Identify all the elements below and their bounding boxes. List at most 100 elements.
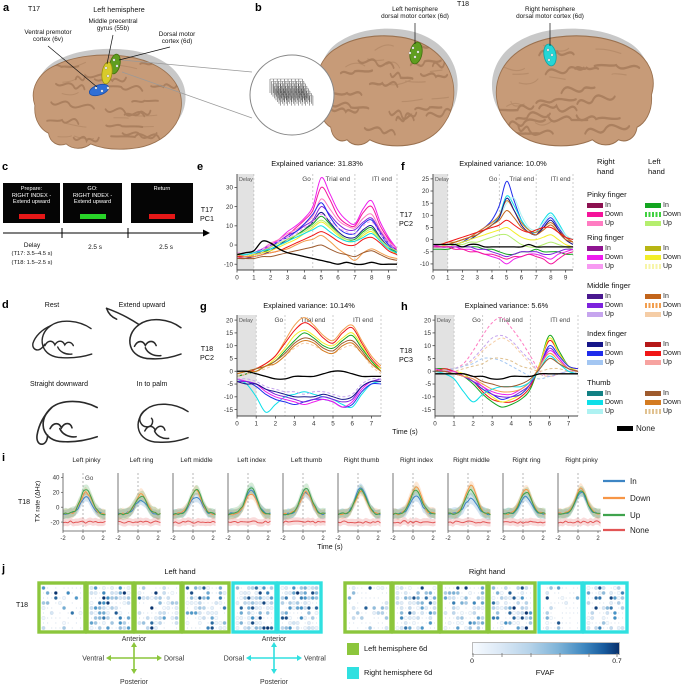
x-tick: 0 xyxy=(301,536,305,542)
gesture-label-rest: Rest xyxy=(44,302,60,309)
electrode-array-dot xyxy=(408,51,412,55)
y-tick: 20 xyxy=(424,317,432,324)
electrode-array-dot xyxy=(100,89,104,93)
left-hemisphere-legend-label: Left hemisphere 6d xyxy=(364,644,428,653)
legend-entry-label: Down xyxy=(663,350,681,357)
trial-end-label: Trial end xyxy=(498,317,523,324)
y-tick: 0 xyxy=(427,368,431,375)
task-screen-text: Return xyxy=(153,186,171,192)
swatch-rt_down xyxy=(587,400,603,405)
legend-entry-label: Down xyxy=(663,211,681,218)
y-tick: 0 xyxy=(56,504,60,511)
panel-i-subject: T18 xyxy=(18,499,31,506)
y-tick: -15 xyxy=(422,407,432,414)
iti-end-label: ITI end xyxy=(353,317,373,324)
x-tick: 7 xyxy=(370,421,374,428)
go-label: Go xyxy=(472,317,481,324)
legend-entry-label: Down xyxy=(605,254,623,261)
tx-rate-axis-label: TX rate (ΔHz) xyxy=(34,480,42,523)
x-tick: 9 xyxy=(564,275,568,282)
tuning-curves xyxy=(558,483,601,527)
tuning-curves xyxy=(393,481,436,527)
y-tick: 15 xyxy=(226,330,234,337)
electrode-array-dot xyxy=(106,86,110,90)
tuning-curves xyxy=(283,483,326,527)
utah-array-icon xyxy=(269,78,314,106)
trial-end-label: Trial end xyxy=(326,176,351,183)
legend-entry-label: Up xyxy=(605,263,614,270)
electrode-array-dot xyxy=(115,64,119,68)
hand-sketch-rest xyxy=(32,320,93,359)
swatch-lt_up xyxy=(645,409,661,414)
legend-entry-label: In xyxy=(605,293,611,300)
finger-group-header: Middle finger xyxy=(587,281,631,290)
swatch-lm_up xyxy=(645,312,661,317)
chart-t17-pc1: Delay Go Trial end ITI end 0 1 2 3 4 5 6 7 8 9 30 20 10 0… xyxy=(224,159,398,282)
x-tick: 6 xyxy=(520,275,524,282)
axis-unit-t17-pc2: T17 PC2 xyxy=(399,210,413,228)
electrode-array-dot xyxy=(411,46,415,50)
x-tick: 2 xyxy=(461,275,465,282)
legend-entry-label: Up xyxy=(663,359,672,366)
trial-end-label: Trial end xyxy=(301,317,326,324)
cortical-patch xyxy=(101,61,113,85)
x-tick: 0 xyxy=(191,536,195,542)
task-screen-text: RIGHT INDEX - xyxy=(11,192,52,199)
x-tick: 6 xyxy=(336,275,340,282)
y-tick: 20 xyxy=(422,188,430,195)
electrode-array-dot xyxy=(106,74,110,78)
y-tick: 20 xyxy=(226,317,234,324)
x-tick: 7 xyxy=(567,421,571,428)
x-tick: 1 xyxy=(446,275,450,282)
x-tick: 8 xyxy=(370,275,374,282)
legend-entry-label: Up xyxy=(663,220,672,227)
x-tick: 2 xyxy=(274,421,278,428)
pca-trace xyxy=(433,219,573,246)
legend-label: Down xyxy=(630,494,650,503)
tuning-curves xyxy=(173,485,216,527)
x-tick: 0 xyxy=(246,536,250,542)
panel-j-subject: T18 xyxy=(16,602,29,609)
task-screen-1: Prepare: RIGHT INDEX - Extend upward xyxy=(3,183,60,223)
y-tick: 0 xyxy=(229,368,233,375)
pca-trace xyxy=(237,378,381,398)
x-tick: 5 xyxy=(505,275,509,282)
panel-letter-a: a xyxy=(3,2,10,14)
panel-a-title: Left hemisphere xyxy=(93,5,145,14)
left-hand-column-header: hand xyxy=(648,167,665,176)
electrode-grid xyxy=(133,581,183,634)
x-tick: 1 xyxy=(254,421,258,428)
compass-down-label: Posterior xyxy=(260,679,289,685)
tuning-curves xyxy=(118,488,161,527)
electrode-grid xyxy=(37,581,87,634)
left-hemisphere-swatch xyxy=(347,643,359,655)
pca-trace xyxy=(435,337,578,403)
legend-label: Up xyxy=(630,511,641,520)
subplot-title: Right thumb xyxy=(344,457,380,464)
y-tick: 20 xyxy=(53,490,60,497)
legend-entry-label: Up xyxy=(663,311,672,318)
swatch-rr_up xyxy=(587,264,603,269)
x-tick: 0 xyxy=(411,536,415,542)
trace-group xyxy=(433,180,573,265)
pca-trace xyxy=(237,378,381,408)
legend-entry-label: Up xyxy=(663,263,672,270)
swatch-rr_down xyxy=(587,255,603,260)
panel-letter-d: d xyxy=(2,299,9,311)
y-tick: 10 xyxy=(226,343,234,350)
compass-right-label: Dorsal xyxy=(164,656,185,663)
subplot-title: Left ring xyxy=(130,457,154,464)
y-tick: -10 xyxy=(420,261,430,268)
legend-entry-label: In xyxy=(663,341,669,348)
x-tick: -2 xyxy=(555,536,561,542)
time-axis-label-gh: Time (s) xyxy=(392,429,418,436)
chart-title: Explained variance: 5.6% xyxy=(465,301,549,310)
subplot-title: Left index xyxy=(237,457,266,464)
trial-end-label: Trial end xyxy=(509,176,534,183)
x-tick: 3 xyxy=(293,421,297,428)
cue-bar xyxy=(149,214,175,219)
delay-region xyxy=(435,315,455,416)
finger-direction-legend: Right hand Left hand Pinky finger In In Down Dow… xyxy=(578,152,683,447)
